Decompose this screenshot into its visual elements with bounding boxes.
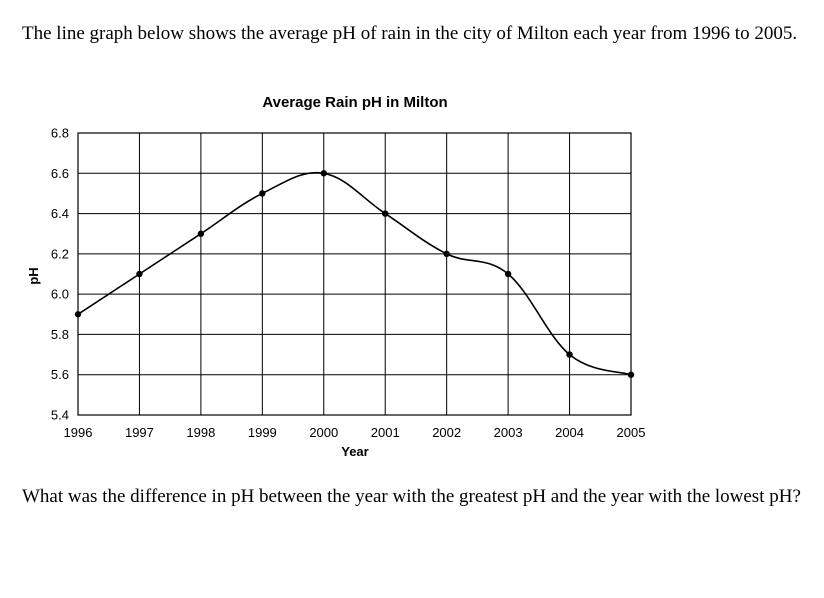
y-tick-label: 5.6 [51,367,69,382]
y-axis-label: pH [26,267,41,284]
y-tick-label: 6.2 [51,246,69,261]
data-point-1999 [259,190,266,197]
x-tick-label: 2000 [309,425,338,440]
chart-series [74,170,635,378]
data-point-2003 [504,270,512,278]
data-point-2005 [627,371,635,378]
data-point-1997 [136,270,143,278]
data-point-1996 [74,311,82,318]
x-tick-label: 1997 [125,425,154,440]
x-axis-label: Year [341,444,368,459]
y-tick-label: 5.8 [51,327,69,342]
plot-frame [77,132,632,416]
chart-title: Average Rain pH in Milton [262,94,447,111]
x-axis: 1996 1997 1998 1999 2000 2001 2002 2003 2004 2005 [64,425,646,440]
question-intro: The line graph below shows the average p… [22,23,798,44]
question-prompt: What was the difference in pH between th… [22,486,801,507]
x-tick-label: 2002 [432,425,461,440]
data-point-2002 [443,250,450,258]
x-tick-label: 2004 [555,425,584,440]
data-point-1998 [197,230,205,237]
y-tick-label: 6.8 [51,126,69,141]
y-axis: 5.4 5.6 5.8 6.0 6.2 6.4 6.6 6.8 [51,126,69,423]
y-tick-label: 6.0 [51,287,69,302]
y-tick-label: 6.4 [51,206,69,221]
x-tick-label: 1998 [186,425,215,440]
x-tick-label: 1999 [248,425,277,440]
series-line [77,171,632,376]
x-tick-label: 2005 [617,425,646,440]
y-tick-label: 5.4 [51,408,69,423]
x-tick-label: 2003 [494,425,523,440]
data-point-2004 [566,351,573,358]
x-tick-label: 2001 [371,425,400,440]
line-chart: Average Rain pH in Milton 5.4 5.6 5.8 6.0 6.… [26,94,646,459]
data-point-2000 [320,170,327,177]
data-point-2001 [382,210,389,217]
x-tick-label: 1996 [64,425,93,440]
chart-grid [77,132,632,416]
y-tick-label: 6.6 [51,166,69,181]
